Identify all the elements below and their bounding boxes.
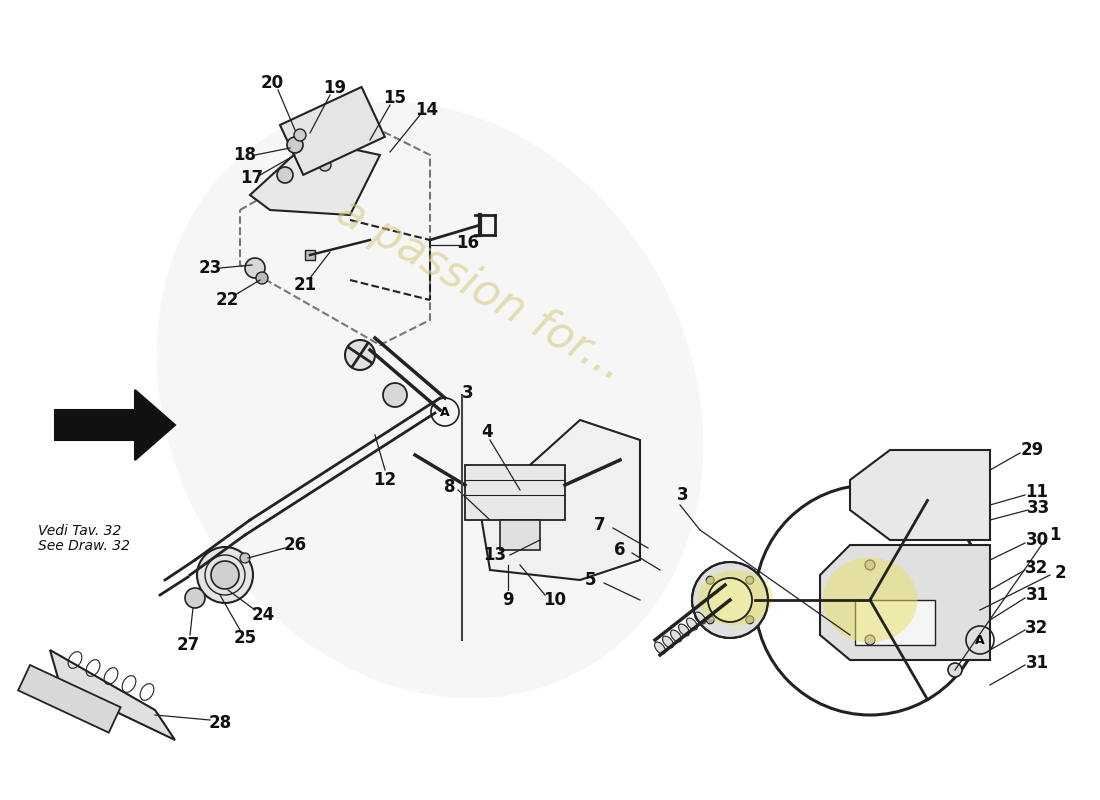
Circle shape [240, 553, 250, 563]
Circle shape [287, 137, 303, 153]
Text: 18: 18 [233, 146, 256, 164]
Text: 9: 9 [503, 591, 514, 609]
Polygon shape [55, 390, 175, 460]
Text: 23: 23 [198, 259, 221, 277]
Bar [19, 665, 121, 733]
Text: 29: 29 [1021, 441, 1044, 459]
Text: 27: 27 [176, 636, 199, 654]
Text: 28: 28 [208, 714, 232, 732]
Text: 32: 32 [1025, 559, 1048, 577]
Bar [465, 465, 565, 520]
Text: See Draw. 32: See Draw. 32 [39, 539, 130, 553]
Text: 1: 1 [1049, 526, 1060, 544]
Text: 8: 8 [444, 478, 455, 496]
Ellipse shape [694, 612, 705, 624]
Text: 33: 33 [1026, 499, 1049, 517]
Circle shape [746, 576, 754, 584]
Bar [855, 600, 935, 645]
Text: 4: 4 [481, 423, 493, 441]
Polygon shape [250, 140, 380, 215]
Text: 2: 2 [1054, 564, 1066, 582]
Text: A: A [440, 406, 450, 418]
Circle shape [692, 562, 768, 638]
Text: 22: 22 [216, 291, 239, 309]
Text: 31: 31 [1025, 586, 1048, 604]
Text: 21: 21 [294, 276, 317, 294]
Text: 32: 32 [1025, 619, 1048, 637]
Circle shape [383, 383, 407, 407]
Text: 20: 20 [261, 74, 284, 92]
Circle shape [197, 547, 253, 603]
Bar [280, 87, 385, 175]
Bar [500, 520, 540, 550]
Circle shape [948, 663, 962, 677]
Ellipse shape [671, 630, 681, 642]
Circle shape [294, 129, 306, 141]
Circle shape [708, 578, 752, 622]
Ellipse shape [654, 642, 666, 654]
Text: 16: 16 [456, 234, 480, 252]
Bar [305, 250, 315, 260]
Circle shape [256, 272, 268, 284]
Text: 5: 5 [584, 571, 596, 589]
Circle shape [840, 570, 900, 630]
Polygon shape [50, 650, 175, 740]
Text: 30: 30 [1025, 531, 1048, 549]
Circle shape [277, 167, 293, 183]
Text: 11: 11 [1025, 483, 1048, 501]
Text: 24: 24 [252, 606, 275, 624]
Text: Vedi Tav. 32: Vedi Tav. 32 [39, 524, 121, 538]
Text: 3: 3 [678, 486, 689, 504]
Text: 7: 7 [594, 516, 606, 534]
Circle shape [865, 560, 874, 570]
Ellipse shape [156, 102, 703, 698]
Ellipse shape [823, 558, 917, 642]
Text: 12: 12 [373, 471, 397, 489]
Text: 6: 6 [614, 541, 626, 559]
Circle shape [245, 258, 265, 278]
Circle shape [345, 340, 375, 370]
Polygon shape [480, 420, 640, 580]
Circle shape [825, 555, 915, 645]
Text: 17: 17 [241, 169, 264, 187]
Circle shape [746, 616, 754, 624]
Circle shape [706, 616, 714, 624]
Text: a passion for...: a passion for... [329, 190, 631, 390]
Ellipse shape [697, 570, 772, 626]
Ellipse shape [686, 618, 697, 630]
Text: 19: 19 [323, 79, 346, 97]
Circle shape [211, 561, 239, 589]
Ellipse shape [662, 636, 673, 648]
Text: 14: 14 [416, 101, 439, 119]
Circle shape [848, 578, 892, 622]
Text: 13: 13 [483, 546, 507, 564]
Text: 31: 31 [1025, 654, 1048, 672]
Circle shape [865, 635, 874, 645]
Text: A: A [976, 634, 984, 646]
Text: 15: 15 [384, 89, 407, 107]
Circle shape [319, 159, 331, 171]
Text: 26: 26 [284, 536, 307, 554]
Circle shape [890, 650, 900, 660]
Polygon shape [850, 450, 990, 540]
Polygon shape [820, 545, 990, 660]
Text: 3: 3 [462, 384, 474, 402]
Text: 10: 10 [543, 591, 566, 609]
Ellipse shape [679, 624, 690, 636]
Circle shape [185, 588, 205, 608]
Circle shape [706, 576, 714, 584]
Text: 25: 25 [233, 629, 256, 647]
